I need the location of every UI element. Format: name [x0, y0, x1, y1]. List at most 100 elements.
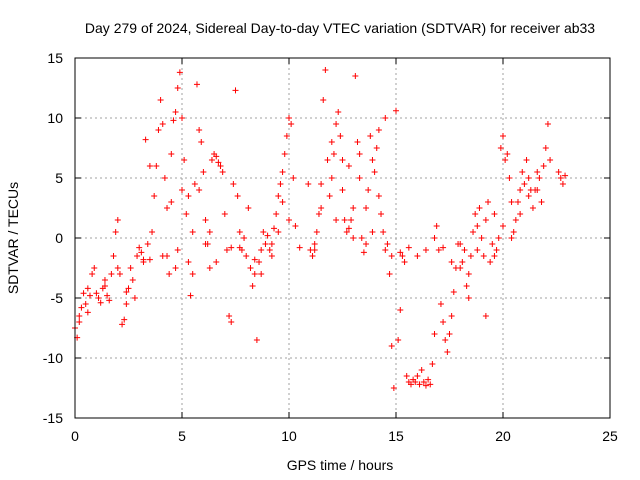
data-point — [114, 265, 121, 271]
data-point — [440, 319, 447, 325]
data-point — [529, 205, 536, 211]
data-point — [491, 211, 498, 217]
data-point — [236, 244, 243, 251]
data-point — [508, 199, 515, 205]
data-point — [457, 265, 464, 271]
data-point — [407, 381, 414, 388]
data-point — [504, 151, 511, 157]
data-point — [470, 229, 477, 235]
data-point — [333, 217, 340, 223]
data-point — [198, 139, 205, 145]
data-point — [403, 373, 410, 379]
data-point — [277, 181, 284, 187]
data-point — [363, 241, 370, 247]
data-point — [290, 175, 297, 181]
axis-ticks: 0 5 10 15 20 25 -15 -10 -5 0 5 10 15 — [43, 50, 618, 444]
data-point — [369, 157, 376, 163]
data-point — [123, 301, 130, 307]
x-tick-label: 5 — [178, 428, 186, 444]
data-point — [80, 290, 87, 297]
y-tick-label: 10 — [47, 110, 63, 126]
data-point — [288, 121, 295, 127]
data-point — [489, 241, 496, 247]
data-point — [296, 244, 303, 251]
data-point — [159, 253, 166, 259]
data-point — [155, 127, 162, 133]
data-point — [221, 211, 228, 217]
data-point — [315, 211, 322, 217]
data-point — [431, 331, 438, 337]
data-point — [149, 229, 156, 235]
data-point — [101, 277, 108, 283]
data-point — [382, 247, 389, 253]
data-point — [174, 247, 181, 253]
data-point — [446, 331, 453, 337]
data-point — [232, 87, 239, 94]
data-point — [275, 229, 282, 235]
data-point — [371, 169, 378, 175]
y-tick-label: -15 — [43, 410, 63, 426]
y-tick-label: -10 — [43, 350, 63, 366]
data-point — [388, 253, 395, 259]
data-point — [512, 217, 519, 223]
data-point — [352, 73, 359, 79]
data-point — [176, 69, 183, 76]
data-point — [136, 244, 143, 251]
data-point — [418, 367, 425, 373]
x-tick-label: 0 — [71, 428, 79, 444]
data-point — [326, 193, 333, 199]
data-point — [219, 169, 226, 175]
data-point — [416, 381, 423, 388]
data-point — [249, 283, 256, 289]
data-point — [525, 175, 532, 181]
data-point — [562, 172, 569, 179]
data-point — [356, 151, 363, 157]
data-point — [414, 253, 421, 259]
data-point — [106, 297, 113, 304]
data-point — [97, 299, 104, 306]
data-point — [514, 199, 521, 205]
data-point — [189, 271, 196, 277]
data-point — [273, 211, 280, 217]
data-point — [144, 241, 151, 247]
data-point — [268, 241, 275, 247]
data-point — [76, 313, 83, 319]
data-point — [399, 253, 406, 259]
data-point — [223, 247, 230, 253]
data-point — [397, 307, 404, 313]
data-point — [497, 145, 504, 151]
data-point — [444, 349, 451, 355]
data-point — [208, 157, 215, 163]
data-point — [172, 265, 179, 271]
data-point — [256, 259, 263, 265]
data-point — [405, 244, 412, 251]
data-point — [110, 253, 117, 259]
data-point — [170, 117, 177, 124]
data-point — [393, 107, 399, 114]
data-point — [491, 253, 498, 259]
data-point — [345, 163, 352, 169]
data-point — [84, 309, 91, 316]
data-point — [478, 235, 485, 241]
data-point — [226, 313, 233, 319]
data-point — [84, 285, 91, 292]
data-point — [283, 133, 290, 139]
data-point — [386, 271, 393, 277]
x-tick-label: 15 — [388, 428, 404, 444]
data-point — [286, 115, 292, 121]
data-point — [538, 199, 545, 205]
data-point — [523, 157, 530, 163]
data-point — [138, 249, 145, 256]
data-point — [258, 247, 265, 253]
data-point — [146, 256, 153, 263]
data-point — [420, 379, 427, 385]
data-point — [206, 265, 213, 271]
data-point — [245, 205, 252, 211]
y-tick-label: 0 — [55, 230, 63, 246]
data-point — [450, 289, 457, 295]
data-point — [375, 193, 382, 199]
data-point — [365, 187, 372, 193]
data-point — [179, 115, 185, 121]
data-point — [341, 217, 348, 223]
